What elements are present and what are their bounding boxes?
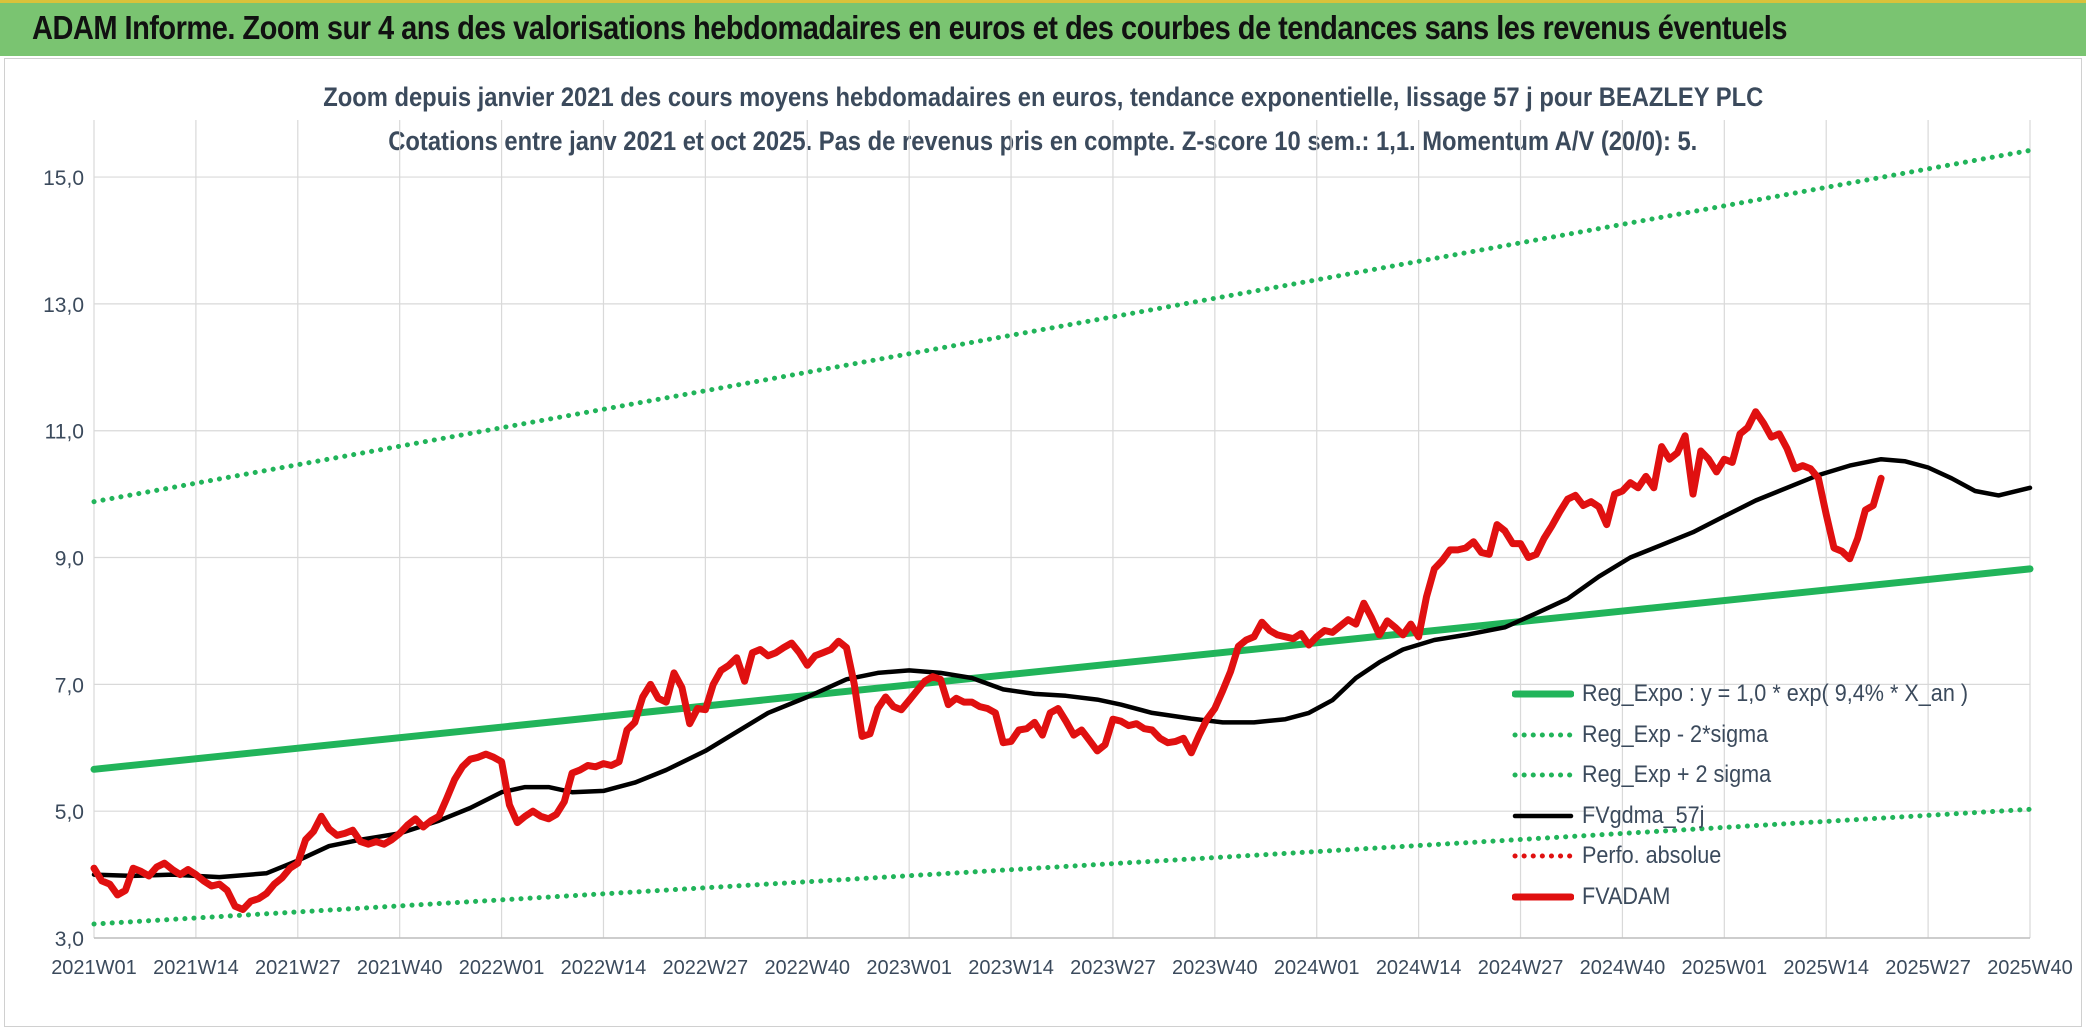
y-tick-label: 15,0 [43,167,84,190]
x-tick-label: 2022W14 [561,957,647,979]
series-line-fvadam-5 [90,408,1885,913]
series-line-fvgdma-3 [91,456,2033,880]
legend-item: Reg_Exp - 2*sigma [1512,715,2011,756]
x-tick-label: 2021W01 [51,957,137,979]
x-tick-label: 2023W14 [968,957,1054,979]
x-tick-label: 2023W40 [1172,957,1258,979]
chart-title: Zoom depuis janvier 2021 des cours moyen… [322,82,1764,112]
chart-legend: Reg_Expo : y = 1,0 * exp( 9,4% * X_an ) R… [1512,674,2011,917]
legend-item: Reg_Expo : y = 1,0 * exp( 9,4% * X_an ) [1512,674,2011,715]
y-tick-label: 13,0 [43,294,84,317]
legend-label: FVADAM [1582,882,1671,910]
y-tick-label: 3,0 [55,928,84,951]
x-tick-label: 2024W27 [1478,957,1564,979]
x-tick-label: 2022W01 [459,957,545,979]
x-tick-label: 2021W14 [153,957,239,979]
legend-label: Reg_Expo : y = 1,0 * exp( 9,4% * X_an ) [1582,680,1969,708]
x-tick-label: 2021W27 [255,957,341,979]
legend-label: Perfo. absolue [1582,842,1722,870]
x-tick-label: 2023W01 [866,957,952,979]
x-tick-label: 2025W40 [1987,957,2073,979]
legend-swatch [1512,768,1574,782]
x-tick-label: 2021W40 [357,957,443,979]
x-tick-label: 2023W27 [1070,957,1156,979]
y-tick-label: 9,0 [55,548,84,571]
legend-label: FVgdma_57j [1582,801,1705,829]
legend-swatch [1512,809,1574,823]
legend-item: Perfo. absolue [1512,836,2011,877]
legend-swatch [1512,890,1574,904]
legend-item: FVADAM [1512,877,2011,918]
legend-item: Reg_Exp + 2 sigma [1512,755,2011,796]
legend-label: Reg_Exp + 2 sigma [1582,761,1772,789]
x-tick-label: 2024W40 [1580,957,1666,979]
chart-frame [4,58,2082,1027]
y-tick-label: 5,0 [55,801,84,824]
x-tick-label: 2025W01 [1682,957,1768,979]
y-tick-label: 11,0 [45,421,84,444]
x-tick-label: 2024W01 [1274,957,1360,979]
x-tick-label: 2024W14 [1376,957,1462,979]
axis-layer: 3,0 5,0 7,0 9,0 11,0 13,0 15,0 2021W01 2021W14 20… [43,167,2073,979]
x-tick-label: 2025W27 [1885,957,1971,979]
series-line-reg-2 [91,147,2033,505]
report-banner: ADAM Informe. Zoom sur 4 ans des valoris… [0,0,2086,56]
series-line-reg-0 [90,565,2034,773]
legend-swatch [1512,849,1574,863]
x-tick-label: 2025W14 [1783,957,1869,979]
legend-swatch [1512,687,1574,701]
legend-swatch [1512,728,1574,742]
y-tick-label: 7,0 [55,674,84,697]
report-title: ADAM Informe. Zoom sur 4 ans des valoris… [32,9,1788,46]
legend-item: FVgdma_57j [1512,796,2011,837]
x-tick-label: 2022W27 [663,957,749,979]
chart-subtitle: Cotations entre janv 2021 et oct 2025. P… [388,126,1698,156]
x-tick-label: 2022W40 [764,957,850,979]
series-layer [90,147,2034,927]
legend-label: Reg_Exp - 2*sigma [1582,720,1769,748]
